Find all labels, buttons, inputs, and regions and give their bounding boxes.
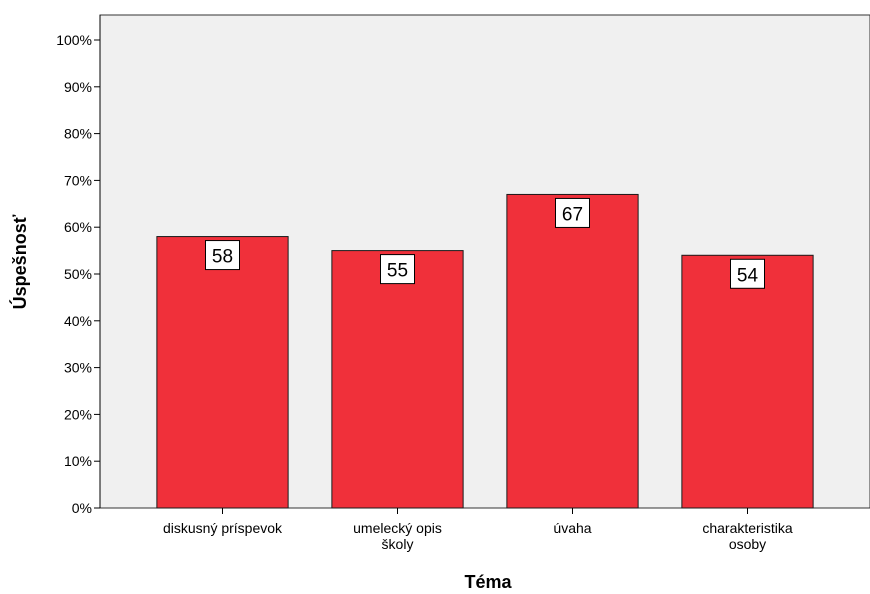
y-axis-title: Úspešnosť: [9, 214, 30, 309]
y-tick-label: 10%: [64, 453, 92, 469]
x-tick-label: diskusný príspevok: [163, 520, 283, 536]
bar: [506, 193, 639, 509]
data-label: 55: [387, 261, 408, 282]
data-label: 67: [562, 204, 583, 225]
x-axis-title: Téma: [464, 572, 512, 592]
y-tick-label: 30%: [64, 360, 92, 376]
data-label: 58: [212, 247, 233, 268]
x-tick-label: umelecký opis školy: [353, 520, 442, 552]
bar: [156, 236, 289, 509]
x-tick-label: charakteristika osoby: [702, 520, 792, 552]
y-tick-label: 20%: [64, 406, 92, 422]
data-label: 54: [737, 265, 759, 286]
bar: [681, 254, 814, 509]
y-tick-label: 90%: [64, 79, 92, 95]
y-tick-label: 0%: [72, 500, 92, 516]
data-label-box: [380, 254, 415, 285]
y-tick-label: 40%: [64, 313, 92, 329]
y-tick-label: 50%: [64, 266, 92, 282]
y-tick-label: 70%: [64, 172, 92, 188]
data-label-box: [730, 258, 765, 289]
y-axis: 0% 10% 20% 30% 40% 50% 60% 70% 80% 90% 100%: [56, 15, 101, 516]
y-tick-label: 80%: [64, 126, 92, 142]
data-label-box: [555, 197, 590, 228]
data-label-box: [205, 240, 240, 271]
y-tick-label: 100%: [56, 32, 92, 48]
bar: [331, 250, 464, 509]
x-tick-label: úvaha: [553, 520, 591, 536]
y-tick-label: 60%: [64, 219, 92, 235]
bars: 58 55 67 54: [156, 193, 814, 509]
x-axis: diskusný príspevok umelecký opis školy úvah…: [163, 508, 793, 552]
